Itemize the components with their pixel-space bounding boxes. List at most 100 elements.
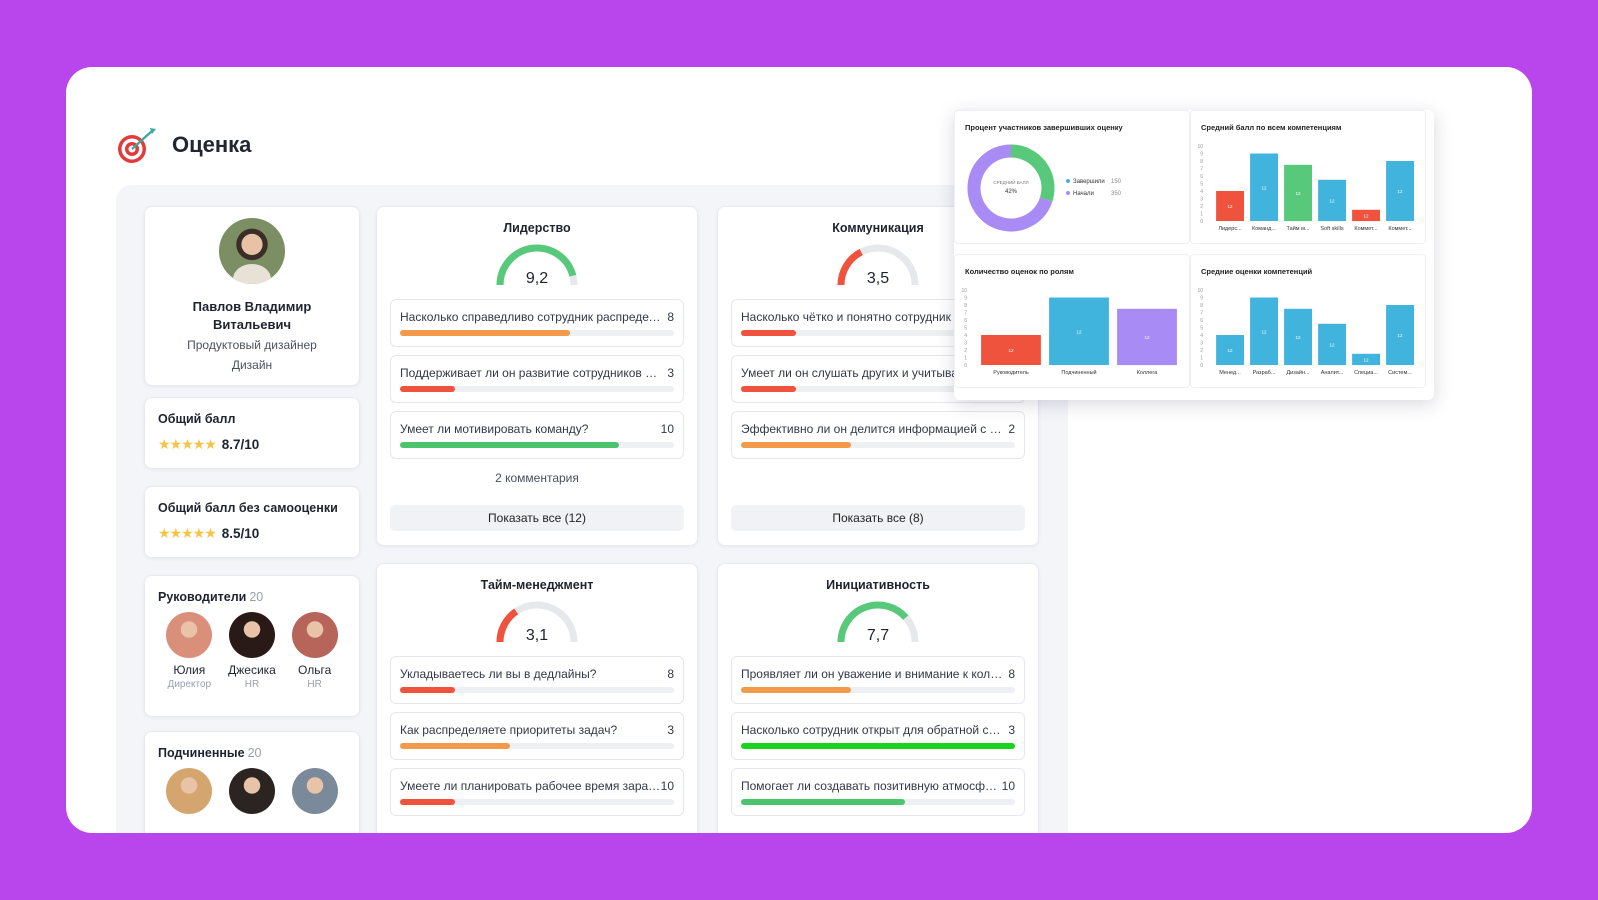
bar-data-label: 12 [1227, 204, 1233, 209]
chart-title: Процент участников завершивших оценку [965, 123, 1123, 132]
comments-link[interactable] [731, 471, 1025, 485]
progress-bar [400, 330, 674, 336]
y-tick-label: 1 [964, 356, 967, 362]
star-rating-icon: ★★★★★ [158, 436, 217, 452]
managers-title: Руководители 20 [158, 590, 264, 604]
progress-bar [741, 386, 1015, 392]
person-item[interactable]: Юлия Директор [159, 612, 219, 690]
gauge-score: 9,2 [526, 270, 548, 287]
progress-fill [400, 442, 620, 448]
progress-fill [741, 330, 796, 336]
progress-bar [741, 799, 1015, 805]
gauge-fill [837, 601, 909, 643]
person-item[interactable] [159, 768, 219, 814]
question-text: Укладываетесь ли вы в дедлайны? [400, 667, 597, 681]
score-label: Общий балл без самооценки [158, 501, 338, 515]
person-item[interactable]: Джесика HR [222, 612, 282, 690]
x-tick-label: Аналит... [1321, 370, 1344, 376]
progress-fill [400, 386, 455, 392]
y-tick-label: 2 [1200, 204, 1203, 210]
question-row[interactable]: Поддерживает ли он развитие сотрудников … [390, 355, 684, 403]
question-row[interactable]: Помогает ли создавать позитивную атмосфе… [731, 768, 1025, 816]
bar [1318, 179, 1346, 222]
bar-data-label: 12 [1227, 348, 1233, 353]
legend-label: Начали [1073, 191, 1094, 197]
bar-data-label: 12 [1144, 335, 1150, 340]
y-tick-label: 1 [1200, 356, 1203, 362]
bar-data-label: 12 [1076, 329, 1082, 334]
y-tick-label: 9 [964, 296, 967, 302]
y-tick-label: 8 [964, 303, 967, 309]
x-tick-label: Коллега [1137, 370, 1159, 376]
gauge-fill [496, 608, 519, 643]
question-row[interactable]: Насколько сотрудник открыт для обратной … [731, 712, 1025, 760]
score-label: Общий балл [158, 412, 236, 426]
y-tick-label: 3 [1200, 341, 1203, 347]
question-row[interactable]: Умеете ли планировать рабочее время зара… [390, 768, 684, 816]
analytics-panel: Процент участников завершивших оценку СР… [954, 110, 1434, 400]
question-row[interactable]: Укладываетесь ли вы в дедлайны? 8 [390, 656, 684, 704]
y-tick-label: 5 [964, 326, 967, 332]
person-role: HR [244, 679, 260, 690]
progress-bar [741, 442, 1015, 448]
question-text: Эффективно ли он делится информацией с к… [741, 422, 1003, 436]
question-row[interactable]: Умеет ли мотивировать команду? 10 [390, 411, 684, 459]
x-tick-label: Лидерс... [1218, 226, 1242, 232]
bar [1250, 297, 1278, 365]
question-row[interactable]: Насколько справедливо сотрудник распреде… [390, 299, 684, 347]
person-item[interactable] [222, 768, 282, 814]
avatar [291, 768, 338, 814]
question-text: Поддерживает ли он развитие сотрудников … [400, 366, 662, 380]
donut-center-value: 42% [1005, 189, 1018, 195]
y-tick-label: 10 [961, 288, 967, 294]
question-text: Насколько сотрудник открыт для обратной … [741, 723, 1003, 737]
category-title: Лидерство [503, 221, 571, 235]
bar [1386, 305, 1414, 365]
bar [1117, 308, 1177, 366]
question-score: 8 [667, 667, 674, 681]
y-tick-label: 9 [1200, 296, 1203, 302]
score-gauge: 9,2 [496, 244, 578, 287]
y-tick-label: 8 [1200, 159, 1203, 165]
progress-bar [741, 330, 1015, 336]
bar [1250, 153, 1278, 221]
person-item[interactable]: Ольга HR [285, 612, 345, 690]
x-tick-label: Дизайн... [1286, 369, 1310, 376]
gauge-score: 3,1 [526, 627, 548, 644]
progress-bar [400, 799, 674, 805]
profile-role: Продуктовый дизайнер [187, 338, 317, 352]
bar-data-label: 12 [1363, 357, 1369, 362]
question-row[interactable]: Проявляет ли он уважение и внимание к ко… [731, 656, 1025, 704]
bar-data-label: 12 [1363, 213, 1369, 218]
question-row[interactable]: Как распределяете приоритеты задач? 3 [390, 712, 684, 760]
completion-chart-card: Процент участников завершивших оценку СР… [954, 110, 1190, 244]
question-score: 8 [1008, 667, 1015, 681]
chart-title: Средние оценки компетенций [1201, 267, 1313, 276]
y-tick-label: 6 [1200, 174, 1203, 180]
person-item[interactable] [285, 768, 345, 814]
person-name: Ольга [298, 663, 332, 677]
question-row[interactable]: Эффективно ли он делится информацией с к… [731, 411, 1025, 459]
legend-label: Завершили [1073, 179, 1105, 185]
question-text: Как распределяете приоритеты задач? [400, 723, 618, 737]
score-gauge: 3,5 [837, 244, 919, 287]
show-all-button[interactable]: Показать все (12) [390, 505, 684, 531]
show-all-button[interactable]: Показать все (8) [731, 505, 1025, 531]
avatar [291, 612, 338, 658]
legend-value: 150 [1111, 179, 1122, 185]
bar-data-label: 12 [1397, 189, 1403, 194]
bar [1049, 297, 1109, 365]
y-tick-label: 7 [964, 311, 967, 317]
avatar [166, 768, 213, 814]
y-tick-label: 9 [1200, 152, 1203, 158]
comments-link[interactable]: 2 комментария [495, 471, 579, 485]
roles-bar-chart: 01234567891012Руководитель12Подчиненный1… [961, 288, 1177, 376]
y-tick-label: 6 [1200, 318, 1203, 324]
bar [1216, 191, 1244, 221]
bar [981, 335, 1041, 365]
x-tick-label: Руководитель [993, 370, 1029, 376]
question-score: 3 [1008, 723, 1015, 737]
bar [1352, 353, 1380, 366]
category-card-leadership: Лидерство 9,2 Насколько справедливо сотруд… [376, 206, 698, 546]
bar-data-label: 12 [1008, 348, 1014, 353]
